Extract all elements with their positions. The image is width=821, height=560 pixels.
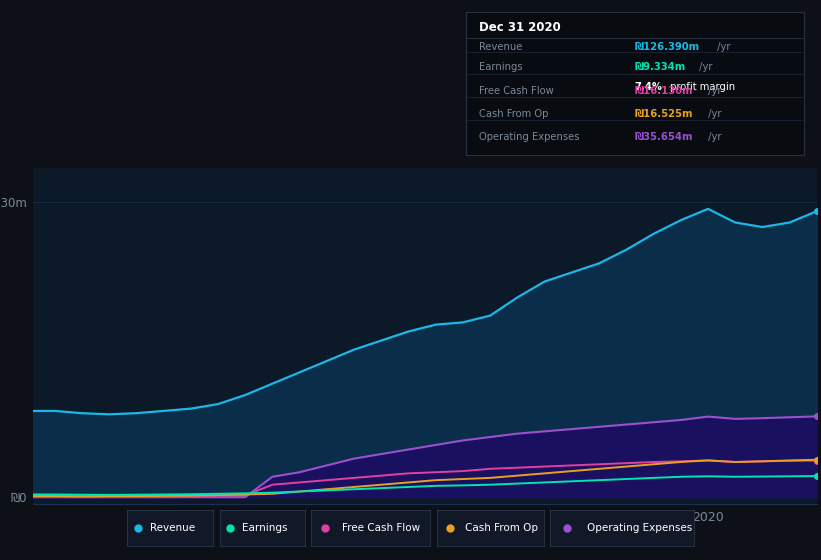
Text: /yr: /yr: [705, 109, 722, 119]
Text: Dec 31 2020: Dec 31 2020: [479, 21, 561, 34]
Text: Cash From Op: Cash From Op: [465, 523, 538, 533]
Text: /yr: /yr: [705, 86, 722, 96]
Text: ₪16.525m: ₪16.525m: [635, 109, 693, 119]
Text: Revenue: Revenue: [479, 43, 522, 52]
Text: Earnings: Earnings: [242, 523, 287, 533]
Text: ₪126.390m: ₪126.390m: [635, 43, 699, 52]
Text: Operating Expenses: Operating Expenses: [588, 523, 693, 533]
Text: /yr: /yr: [705, 132, 722, 142]
Text: Free Cash Flow: Free Cash Flow: [479, 86, 554, 96]
Text: ₪9.334m: ₪9.334m: [635, 62, 686, 72]
Text: 7.4%: 7.4%: [635, 82, 663, 92]
Text: /yr: /yr: [713, 43, 731, 52]
Text: Earnings: Earnings: [479, 62, 523, 72]
Text: ₪35.654m: ₪35.654m: [635, 132, 693, 142]
Text: Revenue: Revenue: [149, 523, 195, 533]
Text: Cash From Op: Cash From Op: [479, 109, 548, 119]
Text: ₪16.130m: ₪16.130m: [635, 86, 693, 96]
Text: profit margin: profit margin: [667, 82, 735, 92]
Text: Free Cash Flow: Free Cash Flow: [342, 523, 420, 533]
Text: /yr: /yr: [696, 62, 713, 72]
Text: Operating Expenses: Operating Expenses: [479, 132, 580, 142]
